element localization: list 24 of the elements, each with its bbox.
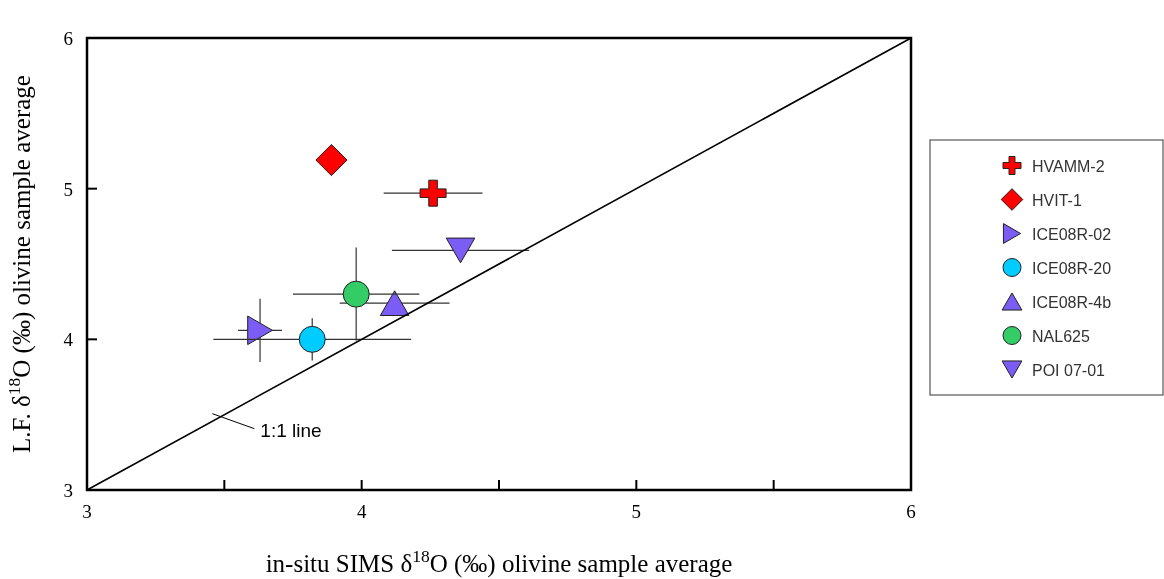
x-axis-title: in-situ SIMS δ$^{18}$O (‰) olivine sample average xyxy=(265,546,733,578)
y-tick-label: 3 xyxy=(63,480,73,501)
point xyxy=(342,280,370,308)
legend-label: ICE08R-4b xyxy=(1032,293,1112,311)
legend-label: POI 07-01 xyxy=(1032,361,1106,379)
x-tick-label: 6 xyxy=(906,501,916,522)
point xyxy=(445,237,476,264)
legend-label: HVIT-1 xyxy=(1032,191,1082,209)
x-tick-label: 5 xyxy=(631,501,642,522)
x-tick-label: 4 xyxy=(356,501,367,522)
legend-label: NAL625 xyxy=(1032,327,1090,345)
point xyxy=(419,179,447,207)
y-tick-label: 4 xyxy=(63,329,74,351)
y-tick-label: 6 xyxy=(63,28,73,49)
point xyxy=(379,290,410,317)
legend-label: HVAMM-2 xyxy=(1032,157,1105,175)
point xyxy=(315,143,348,177)
point xyxy=(247,315,273,346)
point xyxy=(298,325,326,353)
x-tick-label: 3 xyxy=(82,501,92,522)
legend-label: ICE08R-20 xyxy=(1032,259,1112,277)
y-tick-label: 5 xyxy=(63,178,73,200)
annotation: 1:1 line xyxy=(260,419,322,441)
legend-label: ICE08R-02 xyxy=(1032,225,1112,243)
